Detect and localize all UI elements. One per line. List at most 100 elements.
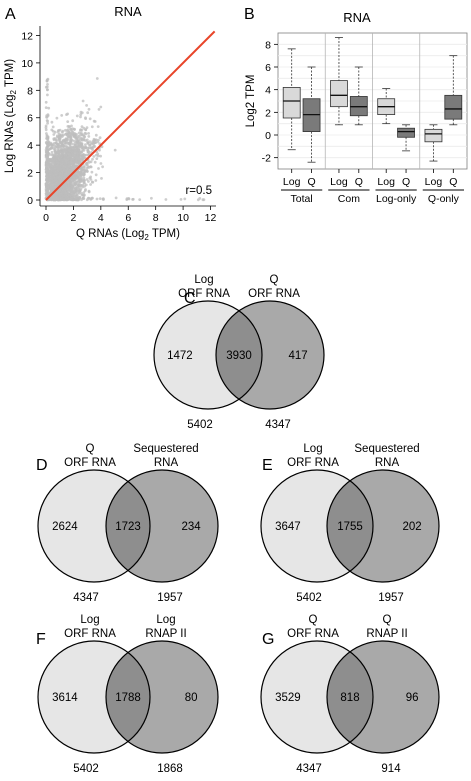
scatter-point bbox=[64, 159, 68, 163]
scatter-point bbox=[56, 162, 60, 165]
scatter-point bbox=[46, 143, 49, 147]
scatter-point bbox=[58, 134, 62, 137]
scatter-point bbox=[76, 154, 79, 157]
scatter-point bbox=[202, 198, 206, 202]
venn-left-only-count: 3647 bbox=[275, 521, 301, 533]
scatter-point bbox=[80, 192, 83, 195]
scatter-point bbox=[74, 182, 78, 186]
scatter-point bbox=[82, 156, 86, 160]
box-com-log bbox=[330, 37, 348, 126]
scatter-point bbox=[46, 121, 49, 125]
scatter-point bbox=[64, 181, 68, 185]
scatter-point bbox=[75, 156, 79, 160]
scatter-point bbox=[45, 114, 49, 117]
scatter-point bbox=[101, 165, 104, 169]
scatter-point bbox=[52, 133, 56, 136]
x-axis-ticks: 0 2 4 6 8 10 12 bbox=[43, 206, 217, 224]
scatter-point bbox=[58, 177, 61, 181]
box-x-label: Log bbox=[377, 176, 395, 188]
scatter-point bbox=[89, 146, 93, 150]
venn-e: Log ORF RNA Sequestered RNA 3647 1755 202 5402 1… bbox=[260, 443, 440, 604]
venn-overlap-count: 818 bbox=[340, 692, 359, 704]
panel-label-e: E bbox=[262, 457, 273, 474]
scatter-point bbox=[58, 158, 61, 162]
venn-d: Q ORF RNA Sequestered RNA 2624 1723 234 4347 195… bbox=[37, 443, 219, 604]
box-x-label: Log bbox=[425, 176, 443, 188]
venn-left-label: ORF RNA bbox=[178, 288, 230, 300]
y-tick-label: 8 bbox=[27, 85, 33, 97]
venn-overlap bbox=[216, 301, 262, 409]
venn-overlap bbox=[106, 470, 150, 582]
scatter-point bbox=[47, 106, 51, 110]
scatter-point bbox=[91, 157, 94, 161]
panel-label-a: A bbox=[5, 6, 16, 23]
scatter-point bbox=[164, 198, 168, 201]
scatter-chart: RNA 0 2 4 6 8 10 12 0 2 4 6 8 10 12 r=0.5 Q RNAs (Lo… bbox=[4, 4, 217, 242]
scatter-point bbox=[68, 187, 72, 191]
scatter-point bbox=[84, 143, 87, 147]
scatter-point bbox=[75, 177, 78, 181]
scatter-point bbox=[60, 174, 64, 177]
scatter-point bbox=[66, 120, 70, 123]
scatter-point bbox=[45, 146, 49, 150]
scatter-point bbox=[46, 137, 50, 140]
scatter-point bbox=[44, 141, 48, 144]
y-axis-label: Log RNAs (Log2 TPM) bbox=[4, 59, 18, 173]
scatter-point bbox=[89, 142, 93, 146]
x-tick-label: 0 bbox=[43, 212, 49, 224]
scatter-point bbox=[91, 196, 94, 200]
scatter-point bbox=[97, 108, 101, 111]
scatter-point bbox=[79, 174, 82, 178]
scatter-point bbox=[85, 126, 89, 129]
scatter-point bbox=[67, 130, 71, 134]
scatter-point bbox=[54, 173, 58, 177]
scatter-point bbox=[93, 141, 97, 145]
venn-right-label: Q bbox=[270, 274, 279, 286]
y-axis-label-main: Log RNAs (Log bbox=[4, 94, 16, 173]
venn-right-only-count: 234 bbox=[182, 521, 202, 533]
x-tick-label: 2 bbox=[70, 212, 76, 224]
box-y-tick-label: 0 bbox=[265, 130, 271, 142]
scatter-point bbox=[84, 188, 87, 191]
box-x-label: Q bbox=[355, 176, 363, 188]
scatter-point bbox=[93, 139, 96, 142]
scatter-point bbox=[58, 167, 62, 171]
scatter-point bbox=[85, 178, 89, 181]
venn-right-outline bbox=[326, 469, 440, 583]
scatter-point bbox=[179, 198, 183, 201]
venn-c: Log ORF RNA Q ORF RNA 1472 3930 417 5402 4347 bbox=[153, 274, 325, 431]
scatter-point bbox=[53, 130, 57, 134]
scatter-point bbox=[85, 169, 89, 173]
venn-right-outline bbox=[105, 469, 219, 583]
box-y-tick-label: 4 bbox=[265, 85, 271, 97]
scatter-point bbox=[50, 128, 54, 132]
venn-right-outline bbox=[105, 640, 219, 754]
scatter-title: RNA bbox=[114, 4, 142, 19]
scatter-point bbox=[59, 193, 63, 196]
scatter-point bbox=[81, 183, 85, 187]
scatter-point bbox=[84, 128, 88, 132]
scatter-point bbox=[50, 150, 54, 154]
scatter-point bbox=[56, 169, 60, 173]
scatter-point bbox=[46, 157, 50, 161]
panel-label-d: D bbox=[36, 457, 48, 474]
box-x-label: Q bbox=[307, 176, 315, 188]
scatter-point bbox=[45, 119, 49, 122]
scatter-point bbox=[68, 146, 72, 150]
venn-right-total: 1868 bbox=[157, 763, 183, 775]
box-y-tick-label: 6 bbox=[265, 62, 271, 74]
y-tick-label: 10 bbox=[21, 58, 33, 70]
scatter-point bbox=[69, 136, 73, 139]
scatter-point bbox=[51, 188, 55, 192]
scatter-point bbox=[90, 170, 94, 174]
scatter-point bbox=[85, 104, 88, 107]
venn-right-only-count: 80 bbox=[185, 692, 198, 704]
venn-left-label: Log bbox=[194, 274, 213, 286]
scatter-point bbox=[68, 179, 72, 182]
scatter-point bbox=[80, 159, 84, 162]
scatter-point bbox=[58, 140, 62, 144]
scatter-point bbox=[82, 180, 86, 184]
scatter-point bbox=[80, 125, 84, 129]
y-tick-label: 2 bbox=[27, 168, 33, 180]
scatter-point bbox=[83, 168, 87, 172]
